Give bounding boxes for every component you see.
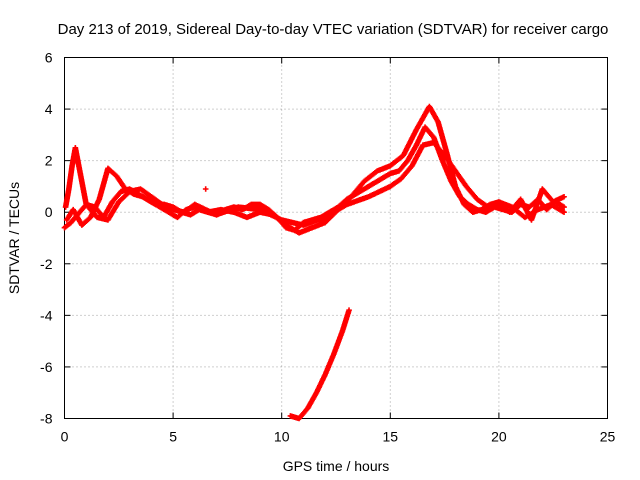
- chart-title: Day 213 of 2019, Sidereal Day-to-day VTE…: [58, 21, 609, 38]
- x-tick-label: 0: [61, 429, 69, 445]
- data-series: [61, 103, 567, 422]
- x-tick-label: 10: [274, 429, 290, 445]
- x-axis-title: GPS time / hours: [283, 458, 390, 474]
- x-tick-labels: 0 5 10 15 20 25: [61, 429, 616, 445]
- y-tick-label: -6: [40, 359, 53, 375]
- x-tick-label: 5: [169, 429, 177, 445]
- series-track-c: [62, 139, 567, 228]
- y-tick-label: -4: [40, 307, 53, 323]
- y-tick-label: 6: [45, 50, 53, 66]
- outlier-point: [202, 186, 209, 192]
- y-tick-label: 4: [45, 101, 53, 117]
- series-track-d: [287, 307, 352, 422]
- x-tick-label: 15: [383, 429, 399, 445]
- y-axis-title: SDTVAR / TECUs: [6, 182, 22, 294]
- axis-ticks: [64, 57, 608, 419]
- y-tick-label: 0: [45, 204, 53, 220]
- x-tick-label: 25: [600, 429, 616, 445]
- y-tick-label: -8: [40, 411, 53, 427]
- plot-frame: [64, 57, 608, 419]
- y-tick-label: -2: [40, 256, 53, 272]
- x-tick-label: 20: [491, 429, 507, 445]
- y-tick-label: 2: [45, 153, 53, 169]
- y-tick-labels: -8 -6 -4 -2 0 2 4 6: [40, 50, 53, 427]
